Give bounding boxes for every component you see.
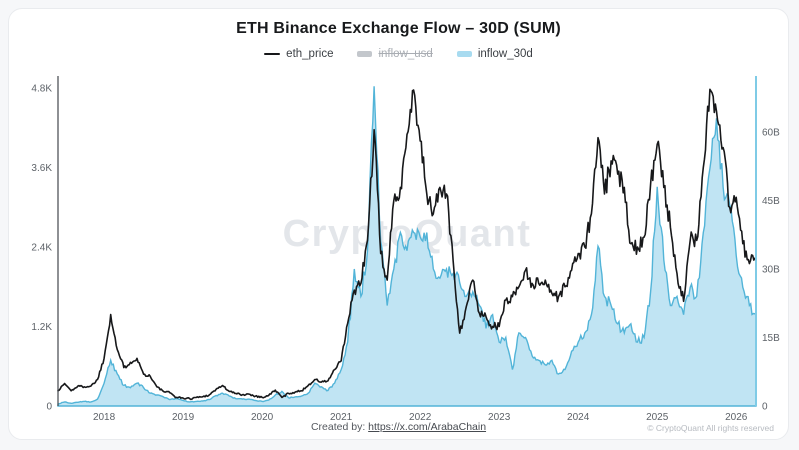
right-axis-tick-label: 45B xyxy=(762,196,780,207)
x-axis-tick-label: 2021 xyxy=(330,412,353,423)
x-axis-tick-label: 2026 xyxy=(725,412,748,423)
inflow-usd-area-swatch-icon xyxy=(357,51,373,57)
eth-price-line xyxy=(57,88,757,401)
x-axis-tick-label: 2025 xyxy=(646,412,669,423)
right-axis-tick-label: 30B xyxy=(762,265,780,276)
x-axis-tick-label: 2020 xyxy=(251,412,274,423)
created-by-label: Created by: xyxy=(310,421,366,433)
legend-label: inflow_usd xyxy=(378,48,433,60)
legend-item-eth-price[interactable]: eth_price xyxy=(264,48,333,60)
x-axis-tick-label: 2019 xyxy=(172,412,195,423)
right-axis-tick-label: 0 xyxy=(762,402,768,413)
right-axis-tick-label: 15B xyxy=(762,333,780,344)
right-axis-tick-label: 60B xyxy=(762,128,780,139)
left-axis-tick-label: 3.6K xyxy=(31,163,52,174)
flow-chart: CryptoQuant 01.2K2.4K3.6K4.8K015B30B45B6… xyxy=(31,76,780,424)
left-axis-tick-label: 0 xyxy=(46,402,52,413)
x-axis-tick-label: 2022 xyxy=(409,412,432,423)
legend-item-inflow-30d[interactable]: inflow_30d xyxy=(456,48,533,60)
left-axis-tick-label: 1.2K xyxy=(31,322,52,333)
axis-tick-labels: 0 1.2K 2.4K 3.6K 4.8K 0 15B 30B 45B 60B 2018 2019 20… xyxy=(31,84,780,424)
copyright-notice: © CryptoQuant All rights reserved xyxy=(647,423,774,433)
x-axis-tick-label: 2023 xyxy=(488,412,511,423)
chart-card: ETH Binance Exchange Flow – 30D (SUM) et… xyxy=(8,8,789,440)
chart-title: ETH Binance Exchange Flow – 30D (SUM) xyxy=(236,20,561,37)
inflow-30d-area-swatch-icon xyxy=(456,51,472,57)
legend-label: eth_price xyxy=(286,48,334,60)
left-axis-tick-label: 2.4K xyxy=(31,243,52,254)
creator-link[interactable]: https://x.com/ArabaChain xyxy=(368,421,487,433)
x-axis-tick-label: 2024 xyxy=(567,412,590,423)
footer-credit: Created by: https://x.com/ArabaChain xyxy=(9,421,788,433)
legend-label: inflow_30d xyxy=(477,48,533,60)
x-axis-tick-label: 2018 xyxy=(93,412,116,423)
legend: eth_price inflow_usd inflow_30d xyxy=(9,48,788,60)
legend-item-inflow-usd[interactable]: inflow_usd xyxy=(357,48,433,60)
eth-price-line-swatch-icon xyxy=(264,53,281,55)
inflow-30d-area xyxy=(57,86,757,407)
left-axis-tick-label: 4.8K xyxy=(31,84,52,95)
